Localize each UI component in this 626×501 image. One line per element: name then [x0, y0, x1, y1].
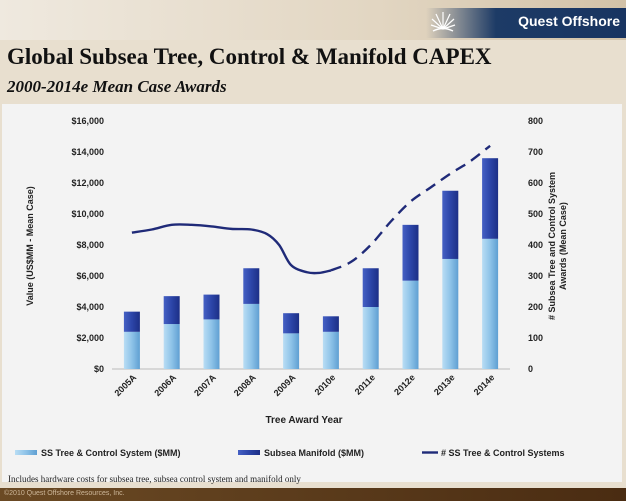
y2-tick-label: 100	[528, 333, 543, 343]
chart-panel	[2, 104, 622, 482]
bar-manifold-2010e	[322, 316, 339, 332]
y-tick-label: $0	[94, 364, 104, 374]
bar-manifold-2007A	[203, 294, 220, 320]
bar-manifold-2008A	[243, 268, 260, 304]
awards-line-forecast	[330, 144, 491, 272]
copyright: ©2010 Quest Offshore Resources, Inc.	[4, 490, 125, 497]
page-subtitle: 2000-2014e Mean Case Awards	[7, 77, 227, 96]
bar-tree-control-2007A	[203, 319, 220, 369]
y2-tick-label: 500	[528, 209, 543, 219]
y2-tick-label: 0	[528, 364, 533, 374]
x-tick-label: 2012e	[392, 372, 417, 397]
page-title: Global Subsea Tree, Control & Manifold C…	[7, 44, 492, 69]
chart-legend: SS Tree & Control System ($MM) Subsea Man…	[15, 448, 565, 458]
x-tick-label: 2011e	[353, 372, 377, 396]
footnote: Includes hardware costs for subsea tree,…	[8, 474, 301, 484]
x-tick-label: 2009A	[272, 372, 298, 398]
bottom-bar	[0, 488, 626, 501]
logo-text: Quest Offshore	[518, 13, 620, 29]
bar-tree-control-2012e	[402, 280, 419, 369]
x-tick-label: 2013e	[432, 372, 457, 397]
y-tick-label: $10,000	[71, 209, 104, 219]
legend-label-2: # SS Tree & Control Systems	[441, 448, 565, 458]
x-tick-label: 2007A	[192, 372, 218, 398]
x-tick-label: 2008A	[232, 372, 258, 398]
bar-tree-control-2011e	[362, 307, 379, 369]
bar-tree-control-2013e	[442, 258, 459, 369]
awards-line-group	[131, 144, 491, 275]
y2-axis-label-line2: Awards (Mean Case)	[558, 202, 568, 290]
y-tick-label: $6,000	[76, 271, 104, 281]
y2-tick-label: 800	[528, 116, 543, 126]
bars-group	[123, 158, 499, 369]
bar-manifold-2013e	[442, 190, 459, 259]
legend-swatch-1	[238, 450, 260, 455]
bar-tree-control-2008A	[243, 303, 260, 369]
y-axis-left-ticks: $16,000 $14,000 $12,000 $10,000 $8,000 $6,000…	[71, 116, 104, 374]
bar-tree-control-2010e	[322, 331, 339, 369]
legend-label-0: SS Tree & Control System ($MM)	[41, 448, 181, 458]
y-tick-label: $4,000	[76, 302, 104, 312]
x-tick-label: 2006A	[152, 372, 178, 398]
bar-manifold-2012e	[402, 224, 419, 281]
bar-tree-control-2006A	[163, 324, 180, 369]
bar-tree-control-2009A	[283, 333, 300, 369]
y-tick-label: $12,000	[71, 178, 104, 188]
bar-manifold-2009A	[283, 313, 300, 334]
logo-burst-icon	[430, 12, 456, 32]
x-tick-label: 2014e	[472, 372, 497, 397]
y2-tick-label: 400	[528, 240, 543, 250]
x-axis-label: Tree Award Year	[265, 415, 342, 426]
y2-axis-label-line1: # Subsea Tree and Control System	[547, 172, 557, 320]
bar-tree-control-2005A	[123, 331, 140, 369]
quest-offshore-logo	[426, 8, 626, 38]
legend-swatch-0	[15, 450, 37, 455]
legend-label-1: Subsea Manifold ($MM)	[264, 448, 364, 458]
y2-tick-label: 600	[528, 178, 543, 188]
y-tick-label: $14,000	[71, 147, 104, 157]
y-tick-label: $8,000	[76, 240, 104, 250]
y-tick-label: $16,000	[71, 116, 104, 126]
y-axis-right-ticks: 800 700 600 500 400 300 200 100 0	[528, 116, 543, 374]
awards-line-actual	[131, 223, 332, 275]
y2-tick-label: 300	[528, 271, 543, 281]
y2-tick-label: 200	[528, 302, 543, 312]
bar-manifold-2005A	[123, 311, 140, 332]
x-tick-label: 2010e	[313, 372, 338, 397]
bar-tree-control-2014e	[482, 238, 499, 369]
x-tick-label: 2005A	[112, 372, 138, 398]
bar-manifold-2011e	[362, 268, 379, 307]
y2-tick-label: 700	[528, 147, 543, 157]
bar-manifold-2006A	[163, 296, 180, 325]
bar-manifold-2014e	[482, 158, 499, 239]
y-axis-label: Value (US$MM - Mean Case)	[25, 186, 35, 306]
y-tick-label: $2,000	[76, 333, 104, 343]
x-axis-ticks: 2005A 2006A 2007A 2008A 2009A 2010e 2011e 2012e…	[112, 372, 496, 398]
